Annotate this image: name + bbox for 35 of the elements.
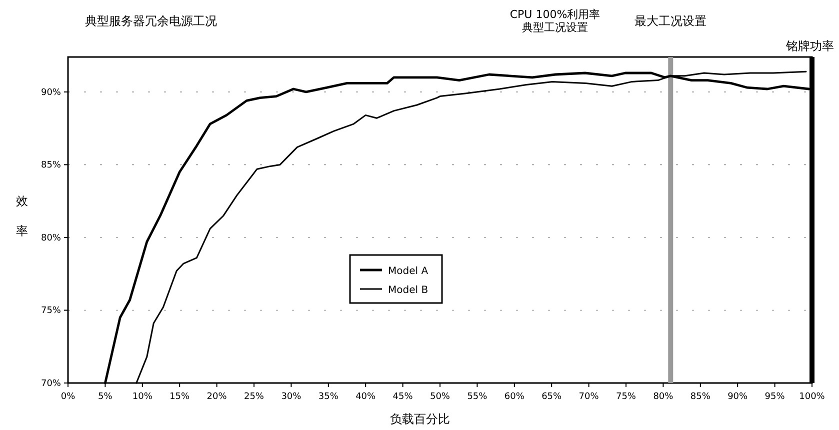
x-tick-label: 50% xyxy=(430,392,450,402)
x-tick-label: 45% xyxy=(392,392,414,402)
x-tick-label: 25% xyxy=(244,392,264,402)
x-tick-label: 90% xyxy=(728,392,748,402)
y-tick-label: 85% xyxy=(40,160,62,171)
x-tick-label: 70% xyxy=(578,392,600,402)
x-tick-label: 5% xyxy=(98,392,113,402)
x-tick-label: 100% xyxy=(799,392,826,402)
y-tick-label: 75% xyxy=(40,306,62,316)
x-tick-label: 80% xyxy=(653,392,674,402)
x-tick-label: 60% xyxy=(504,392,525,402)
x-tick-label: 75% xyxy=(616,392,636,402)
y-tick-label: 90% xyxy=(40,88,62,98)
chart-title: 典型服务器冗余电源工况 xyxy=(85,14,217,28)
x-tick-label: 30% xyxy=(281,392,302,402)
ref-line-label: 铭牌功率 xyxy=(785,39,834,53)
legend-label: Model A xyxy=(388,266,428,277)
text: 效率 xyxy=(16,194,28,238)
x-tick-label: 85% xyxy=(690,392,711,402)
x-tick-label: 15% xyxy=(170,392,190,402)
y-tick-label: 80% xyxy=(40,233,62,244)
legend-label: Model B xyxy=(388,285,428,296)
x-tick-label: 35% xyxy=(318,392,339,402)
y-tick-label: 70% xyxy=(40,379,62,389)
x-tick-label: 20% xyxy=(206,392,228,402)
ref-line-label: 最大工况设置 xyxy=(634,14,707,28)
x-tick-label: 40% xyxy=(356,392,376,402)
x-tick-label: 10% xyxy=(132,392,153,402)
x-tick-label: 95% xyxy=(764,392,786,402)
x-tick-label: 0% xyxy=(60,392,76,402)
text: 典型工况设置 xyxy=(522,21,588,34)
text: CPU 100%利用率 xyxy=(510,8,600,21)
x-tick-label: 65% xyxy=(542,392,562,402)
x-axis-title: 负载百分比 xyxy=(390,412,450,426)
x-tick-label: 55% xyxy=(467,392,488,402)
